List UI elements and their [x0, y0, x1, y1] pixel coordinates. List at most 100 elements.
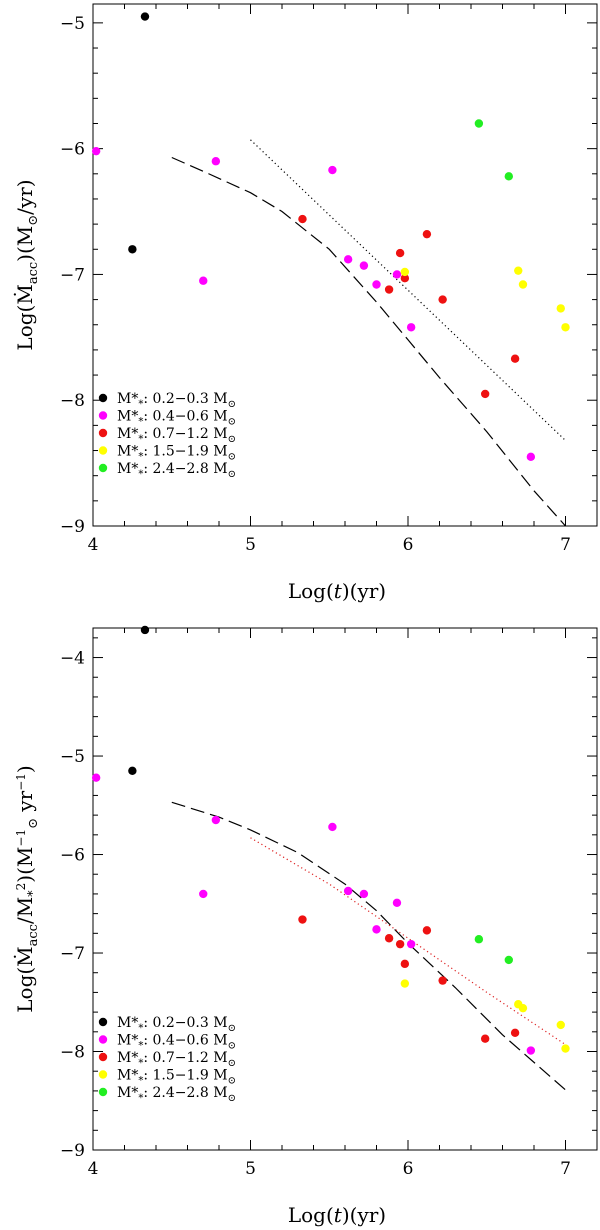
legend-label: M**: 0.7−1.2 M⊙	[117, 426, 236, 445]
dotted-curve	[250, 139, 566, 441]
x-tick-label: 7	[560, 535, 571, 555]
data-point-magenta	[392, 898, 402, 907]
data-point-red	[384, 285, 394, 294]
legend-marker-yellow	[98, 446, 108, 455]
data-point-red	[298, 214, 307, 224]
legend-label: M**: 2.4−2.8 M⊙	[117, 461, 236, 480]
data-point-magenta	[343, 886, 353, 896]
data-point-red	[400, 274, 410, 283]
x-tick-label: 4	[88, 1159, 99, 1179]
data-point-green	[504, 955, 513, 965]
legend-label: M**: 2.4−2.8 M⊙	[117, 1085, 236, 1104]
legend-marker-magenta	[98, 1035, 108, 1044]
data-point-magenta	[359, 261, 369, 270]
data-point-magenta	[526, 452, 536, 462]
data-point-magenta	[211, 815, 221, 825]
data-point-yellow	[400, 267, 410, 277]
y-tick-label: −5	[60, 747, 85, 767]
data-point-red	[422, 229, 432, 239]
y-tick-label: −7	[60, 265, 85, 285]
data-point-red	[395, 248, 405, 258]
data-point-magenta	[372, 280, 381, 289]
y-tick-label: −6	[60, 846, 85, 866]
legend-label: M**: 0.7−1.2 M⊙	[117, 1050, 236, 1069]
x-axis-title: Log(t)(yr)	[288, 1203, 386, 1227]
data-point-green	[504, 172, 513, 181]
data-point-red	[298, 915, 307, 924]
legend-marker-red	[98, 428, 108, 438]
data-point-magenta	[199, 276, 208, 285]
data-point-red	[395, 939, 405, 949]
data-point-yellow	[400, 979, 410, 988]
data-point-red	[438, 295, 447, 304]
legend-label: M**: 0.2−0.3 M⊙	[117, 1015, 236, 1034]
legend-marker-green	[98, 1087, 108, 1097]
legend-marker-black	[98, 393, 108, 403]
data-point-yellow	[518, 280, 528, 289]
dashed-curve	[171, 801, 566, 1091]
y-axis-title: Log(Ṁacc/M*2)(M−1⊙ yr−1)	[13, 765, 41, 1013]
y-tick-label: −4	[60, 649, 85, 669]
data-point-black	[128, 766, 137, 776]
y-tick-label: −5	[60, 14, 85, 34]
data-point-magenta	[343, 255, 353, 264]
data-point-magenta	[328, 822, 337, 832]
data-point-black	[128, 245, 137, 254]
data-point-magenta	[526, 1046, 536, 1055]
legend-marker-black	[98, 1017, 108, 1027]
data-point-yellow	[556, 304, 565, 313]
data-point-magenta	[211, 157, 221, 166]
data-point-black	[140, 12, 150, 21]
y-tick-label: −8	[60, 1043, 85, 1063]
data-point-magenta	[406, 939, 416, 949]
dotted-curve	[250, 837, 566, 1046]
legend-marker-green	[98, 463, 108, 473]
data-point-red	[400, 959, 410, 969]
data-point-red	[438, 976, 447, 985]
data-point-green	[474, 119, 484, 128]
legend-marker-yellow	[98, 1070, 108, 1079]
data-point-black	[140, 625, 150, 635]
x-tick-label: 5	[245, 535, 256, 555]
legend-label: M**: 1.5−1.9 M⊙	[117, 1068, 236, 1087]
x-tick-label: 4	[88, 535, 99, 555]
legend-label: M**: 0.4−0.6 M⊙	[117, 409, 236, 428]
data-point-yellow	[561, 323, 570, 332]
data-point-red	[510, 1028, 520, 1037]
data-point-red	[480, 389, 490, 399]
data-point-magenta	[392, 270, 402, 279]
legend-label: M**: 0.4−0.6 M⊙	[117, 1033, 236, 1052]
y-tick-label: −9	[60, 517, 85, 537]
data-point-red	[480, 1034, 490, 1043]
legend-label: M**: 1.5−1.9 M⊙	[117, 444, 236, 463]
y-tick-label: −8	[60, 391, 85, 411]
data-point-green	[474, 935, 484, 944]
data-point-yellow	[518, 1003, 528, 1013]
dashed-curve	[171, 156, 566, 527]
y-tick-label: −7	[60, 944, 85, 964]
data-point-red	[422, 926, 432, 935]
chart-panel-2: 4 5 6 7 −9 −8 −7 −6 −5 −4 M**: 0.2−0.3 M⊙M**: 0.4−…	[13, 625, 598, 1227]
x-tick-label: 5	[245, 1159, 256, 1179]
data-point-magenta	[328, 165, 337, 175]
chart-panel-1: 4 5 6 7 −9 −8 −7 −6 −5 M**: 0.2−0.3 M⊙M**: 0.4−0.…	[13, 3, 598, 603]
data-point-yellow	[561, 1044, 570, 1053]
data-point-magenta	[372, 925, 381, 934]
data-point-magenta	[406, 323, 416, 332]
data-point-magenta	[91, 773, 101, 782]
data-point-yellow	[514, 266, 523, 275]
legend-marker-red	[98, 1052, 108, 1062]
data-point-magenta	[91, 146, 101, 156]
y-tick-label: −9	[60, 1141, 85, 1161]
x-tick-label: 6	[403, 535, 414, 555]
data-point-yellow	[556, 1020, 565, 1030]
legend-marker-magenta	[98, 411, 108, 420]
x-tick-label: 7	[560, 1159, 571, 1179]
data-point-red	[384, 934, 394, 943]
y-tick-label: −6	[60, 140, 85, 160]
data-point-magenta	[199, 889, 208, 899]
legend-label: M**: 0.2−0.3 M⊙	[117, 391, 236, 410]
data-point-magenta	[359, 889, 369, 899]
x-axis-title: Log(t)(yr)	[288, 579, 386, 603]
